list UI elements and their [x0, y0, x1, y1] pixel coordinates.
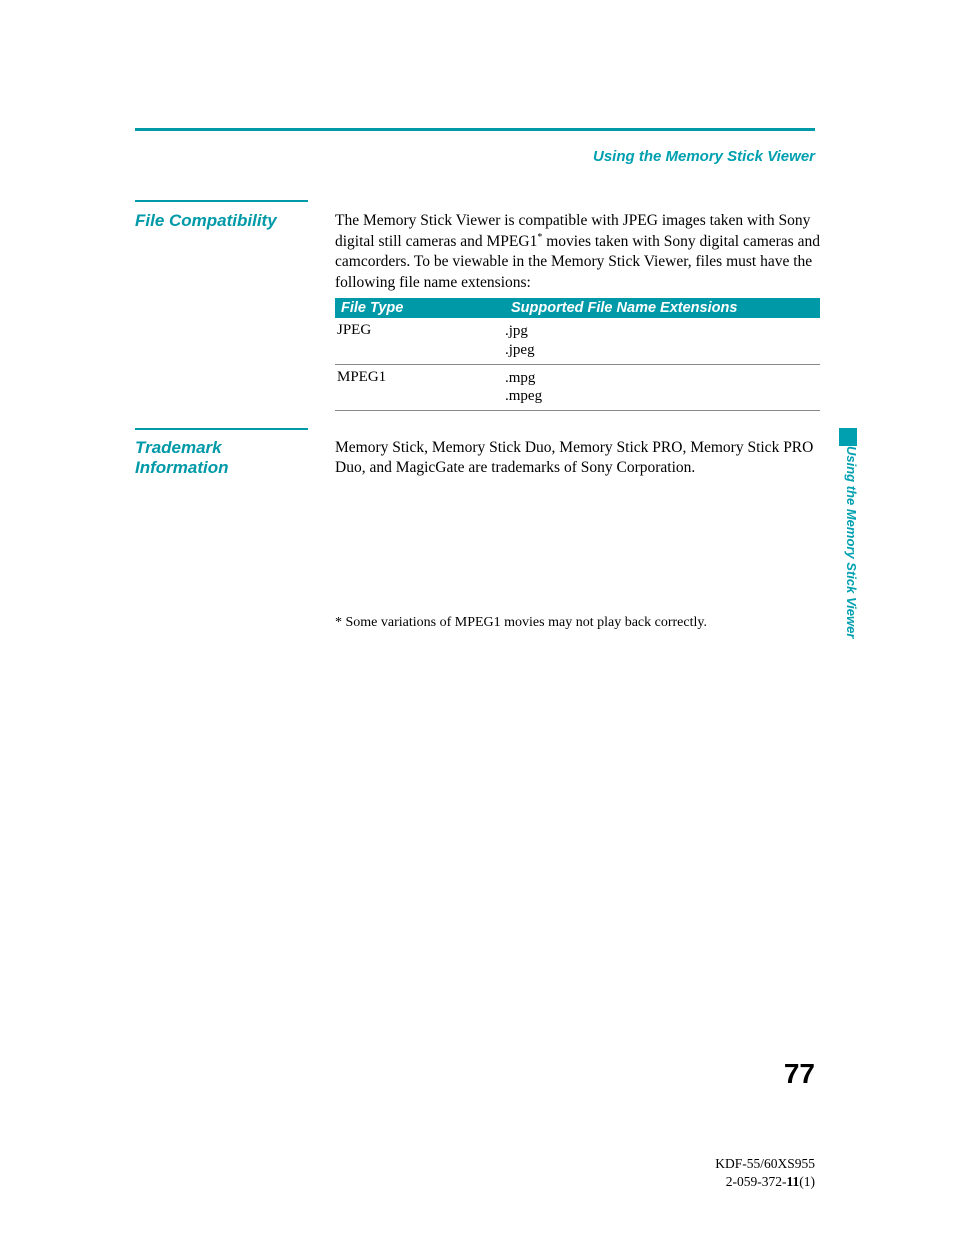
file-compat-body: The Memory Stick Viewer is compatible wi…: [335, 211, 820, 293]
ext-value: .mpeg: [505, 387, 814, 406]
side-tab-icon: [839, 428, 857, 446]
ext-value: .jpeg: [505, 341, 814, 360]
top-rule: [135, 128, 815, 131]
ext-value: .jpg: [505, 322, 814, 341]
table-cell-ext: .mpg .mpeg: [505, 369, 814, 407]
heading-trademark-text: Trademark Information: [135, 438, 229, 477]
trademark-body: Memory Stick, Memory Stick Duo, Memory S…: [335, 438, 820, 478]
table-cell-type: MPEG1: [335, 369, 505, 407]
footer-docnum: 2-059-372-11(1): [715, 1173, 815, 1191]
heading-trademark: Trademark Information: [135, 438, 308, 479]
heading-file-compatibility: File Compatibility: [135, 211, 277, 231]
footer-docnum-post: (1): [799, 1174, 815, 1189]
table-col-header-ext: Supported File Name Extensions: [511, 300, 814, 316]
ext-value: .mpg: [505, 369, 814, 388]
table-cell-ext: .jpg .jpeg: [505, 322, 814, 360]
table-row: MPEG1 .mpg .mpeg: [335, 365, 820, 412]
footnote: * Some variations of MPEG1 movies may no…: [335, 615, 707, 631]
footer-model: KDF-55/60XS955: [715, 1155, 815, 1173]
header-section-title: Using the Memory Stick Viewer: [593, 148, 815, 165]
file-extensions-table: File Type Supported File Name Extensions…: [335, 298, 820, 411]
footer: KDF-55/60XS955 2-059-372-11(1): [715, 1155, 815, 1190]
section-rule-trademark: [135, 428, 308, 430]
section-rule-file-compat: [135, 200, 308, 202]
table-cell-type: JPEG: [335, 322, 505, 360]
side-chapter-label: Using the Memory Stick Viewer: [844, 446, 859, 638]
page-number: 77: [784, 1058, 815, 1090]
table-col-header-type: File Type: [341, 300, 511, 316]
footer-docnum-bold: 11: [786, 1174, 799, 1189]
footer-docnum-pre: 2-059-372-: [726, 1174, 787, 1189]
table-header-row: File Type Supported File Name Extensions: [335, 298, 820, 318]
table-row: JPEG .jpg .jpeg: [335, 318, 820, 365]
